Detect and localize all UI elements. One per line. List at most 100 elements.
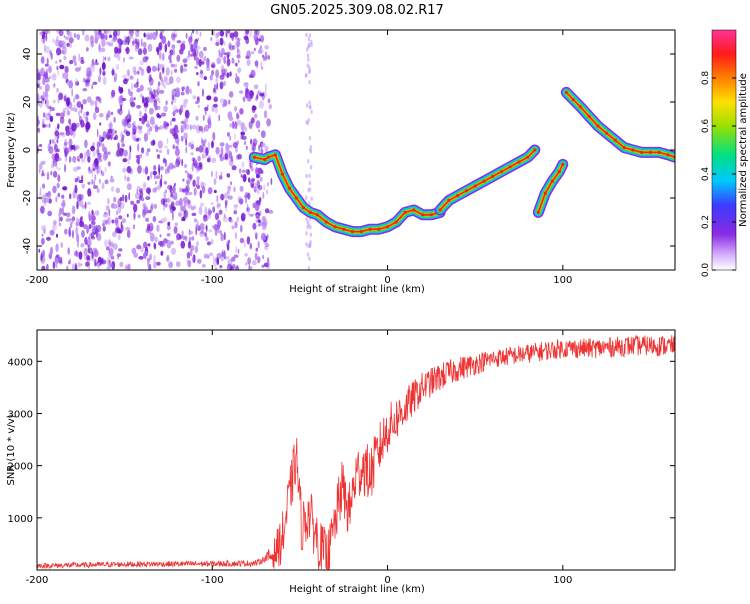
noise-speckle bbox=[181, 230, 184, 237]
noise-speckle bbox=[191, 212, 197, 216]
noise-speckle bbox=[165, 100, 168, 105]
noise-speckle bbox=[116, 253, 122, 257]
noise-speckle bbox=[257, 256, 261, 264]
noise-speckle bbox=[310, 109, 313, 115]
noise-speckle bbox=[179, 234, 182, 240]
ridge-point bbox=[350, 230, 355, 234]
noise-speckle bbox=[305, 103, 309, 108]
noise-speckle bbox=[201, 88, 205, 97]
noise-speckle bbox=[226, 243, 230, 251]
noise-speckle bbox=[158, 149, 163, 154]
noise-speckle bbox=[78, 111, 80, 117]
ridge-line bbox=[439, 149, 536, 211]
noise-speckle bbox=[78, 251, 83, 260]
noise-speckle bbox=[172, 144, 176, 150]
noise-speckle bbox=[78, 193, 84, 201]
noise-speckle bbox=[159, 89, 165, 94]
noise-speckle bbox=[245, 262, 248, 266]
noise-speckle bbox=[94, 30, 98, 36]
noise-speckle bbox=[190, 144, 195, 150]
noise-speckle bbox=[256, 189, 260, 195]
noise-speckle bbox=[116, 210, 119, 216]
noise-speckle bbox=[67, 31, 73, 38]
noise-speckle bbox=[305, 242, 308, 247]
noise-speckle bbox=[166, 123, 170, 127]
noise-speckle bbox=[204, 106, 209, 112]
noise-speckle bbox=[128, 192, 130, 201]
noise-speckle bbox=[258, 210, 262, 217]
noise-speckle bbox=[212, 259, 218, 268]
noise-speckle bbox=[156, 86, 160, 96]
ridge-point bbox=[385, 225, 390, 229]
noise-speckle bbox=[95, 227, 99, 235]
noise-speckle bbox=[112, 243, 118, 251]
noise-speckle bbox=[60, 202, 66, 208]
noise-speckle bbox=[250, 160, 252, 169]
noise-speckle bbox=[254, 203, 260, 212]
noise-speckle bbox=[75, 226, 79, 236]
noise-speckle bbox=[251, 51, 255, 55]
noise-speckle bbox=[226, 173, 231, 178]
noise-speckle bbox=[48, 146, 54, 154]
noise-speckle bbox=[96, 96, 102, 102]
noise-speckle bbox=[91, 178, 94, 185]
noise-speckle bbox=[309, 165, 313, 170]
noise-speckle bbox=[259, 93, 265, 97]
snr-y-label: SNR (10 * v/v) bbox=[6, 414, 17, 485]
noise-speckle bbox=[307, 266, 311, 270]
noise-speckle bbox=[126, 123, 132, 129]
noise-speckle bbox=[244, 253, 248, 257]
noise-speckle bbox=[37, 127, 41, 133]
noise-speckle bbox=[44, 197, 50, 204]
noise-speckle bbox=[211, 69, 215, 76]
noise-speckle bbox=[60, 242, 63, 249]
noise-speckle bbox=[68, 80, 73, 89]
noise-speckle bbox=[142, 207, 148, 216]
noise-speckle bbox=[255, 167, 259, 175]
noise-speckle bbox=[224, 199, 228, 206]
noise-speckle bbox=[153, 89, 156, 95]
noise-speckle bbox=[249, 160, 252, 168]
noise-speckle bbox=[252, 222, 257, 230]
noise-speckle bbox=[216, 39, 220, 44]
noise-speckle bbox=[129, 75, 134, 80]
noise-speckle bbox=[257, 240, 260, 249]
noise-speckle bbox=[159, 234, 162, 238]
noise-speckle bbox=[211, 105, 215, 113]
noise-speckle bbox=[256, 179, 261, 189]
noise-speckle bbox=[51, 153, 57, 161]
noise-speckle bbox=[102, 71, 106, 76]
noise-speckle bbox=[202, 153, 205, 159]
noise-speckle bbox=[249, 165, 252, 169]
noise-speckle bbox=[227, 258, 233, 268]
noise-speckle bbox=[207, 255, 210, 259]
ridge-point bbox=[263, 158, 267, 162]
noise-speckle bbox=[154, 236, 158, 243]
noise-speckle bbox=[165, 67, 170, 76]
noise-speckle bbox=[252, 105, 257, 111]
y-tick-label: -20 bbox=[22, 190, 33, 206]
noise-speckle bbox=[120, 103, 122, 112]
noise-speckle bbox=[170, 240, 174, 245]
noise-speckle bbox=[48, 122, 51, 129]
noise-speckle bbox=[111, 219, 115, 224]
noise-speckle bbox=[87, 236, 91, 240]
noise-speckle bbox=[200, 69, 203, 75]
noise-speckle bbox=[161, 112, 167, 117]
noise-speckle bbox=[245, 145, 248, 150]
noise-speckle bbox=[231, 165, 237, 171]
noise-speckle bbox=[81, 175, 84, 182]
noise-speckle bbox=[53, 220, 57, 225]
ridge-point bbox=[557, 170, 561, 174]
noise-speckle bbox=[220, 171, 223, 176]
noise-speckle bbox=[110, 111, 114, 116]
ridge-point bbox=[587, 114, 591, 118]
noise-speckle bbox=[243, 140, 247, 146]
noise-speckle bbox=[214, 267, 218, 270]
noise-speckle bbox=[53, 83, 56, 87]
noise-speckle bbox=[40, 160, 46, 165]
ridge-point bbox=[564, 90, 568, 94]
noise-speckle bbox=[171, 32, 176, 41]
noise-speckle bbox=[163, 204, 165, 212]
noise-speckle bbox=[190, 152, 194, 156]
